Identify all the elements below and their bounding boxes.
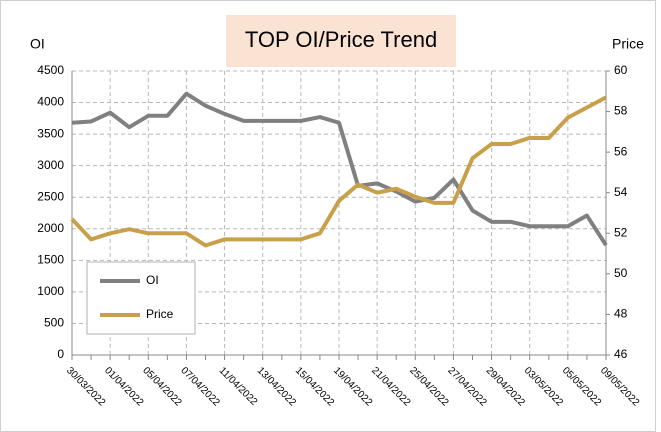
legend-label: OI (146, 273, 159, 287)
y-tick-label: 2000 (37, 221, 64, 235)
y2-tick-label: 48 (614, 307, 628, 321)
series-line (71, 91, 608, 247)
chart-title: TOP OI/Price Trend (245, 27, 437, 52)
y2-tick-label: 60 (614, 63, 628, 77)
y-tick-label: 4000 (37, 95, 64, 109)
y2-tick-label: 54 (614, 185, 628, 199)
legend-label: Price (146, 307, 174, 321)
y-axis-label: OI (30, 36, 45, 52)
y2-axis-label: Price (612, 36, 644, 52)
y-tick-label: 1500 (37, 253, 64, 267)
y-tick-label: 3000 (37, 158, 64, 172)
y2-tick-label: 52 (614, 225, 628, 239)
series-line (70, 95, 607, 248)
y2-tick-label: 56 (614, 144, 628, 158)
y2-tick-label: 46 (614, 347, 628, 361)
y2-tick-label: 58 (614, 104, 628, 118)
legend-box (86, 261, 196, 335)
y-tick-label: 3500 (37, 126, 64, 140)
y-tick-label: 0 (57, 347, 64, 361)
y2-tick-label: 50 (614, 266, 628, 280)
y-tick-label: 500 (44, 316, 64, 330)
y-tick-label: 1000 (37, 284, 64, 298)
y-tick-label: 4500 (37, 63, 64, 77)
y-tick-label: 2500 (37, 189, 64, 203)
title-box (226, 15, 456, 67)
